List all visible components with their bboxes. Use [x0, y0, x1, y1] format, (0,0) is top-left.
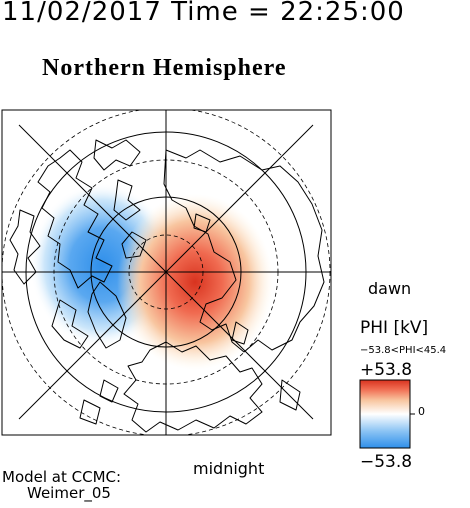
model-name-label: Weimer_05	[27, 484, 111, 502]
map-frame	[1, 109, 332, 436]
colorbar-gradient	[359, 379, 411, 449]
hemisphere-title: Northern Hemisphere	[42, 55, 287, 81]
map-content	[2, 110, 331, 435]
colorbar-title: PHI [kV]	[360, 318, 429, 338]
date-time-header: 11/02/2017 Time = 22:25:00	[2, 0, 405, 27]
colorbar-range: −53.8<PHI<45.4	[360, 345, 447, 356]
coastlines	[9, 139, 325, 433]
model-source-label: Model at CCMC:	[2, 468, 122, 486]
colorbar-min-label: −53.8	[360, 452, 413, 472]
positive-potential-cell	[117, 194, 273, 370]
midnight-label: midnight	[193, 459, 265, 478]
colorbar-max-label: +53.8	[360, 360, 413, 380]
colorbar-zero-label: 0	[418, 405, 425, 418]
dawn-label: dawn	[368, 279, 412, 298]
meridian-line	[18, 124, 314, 420]
